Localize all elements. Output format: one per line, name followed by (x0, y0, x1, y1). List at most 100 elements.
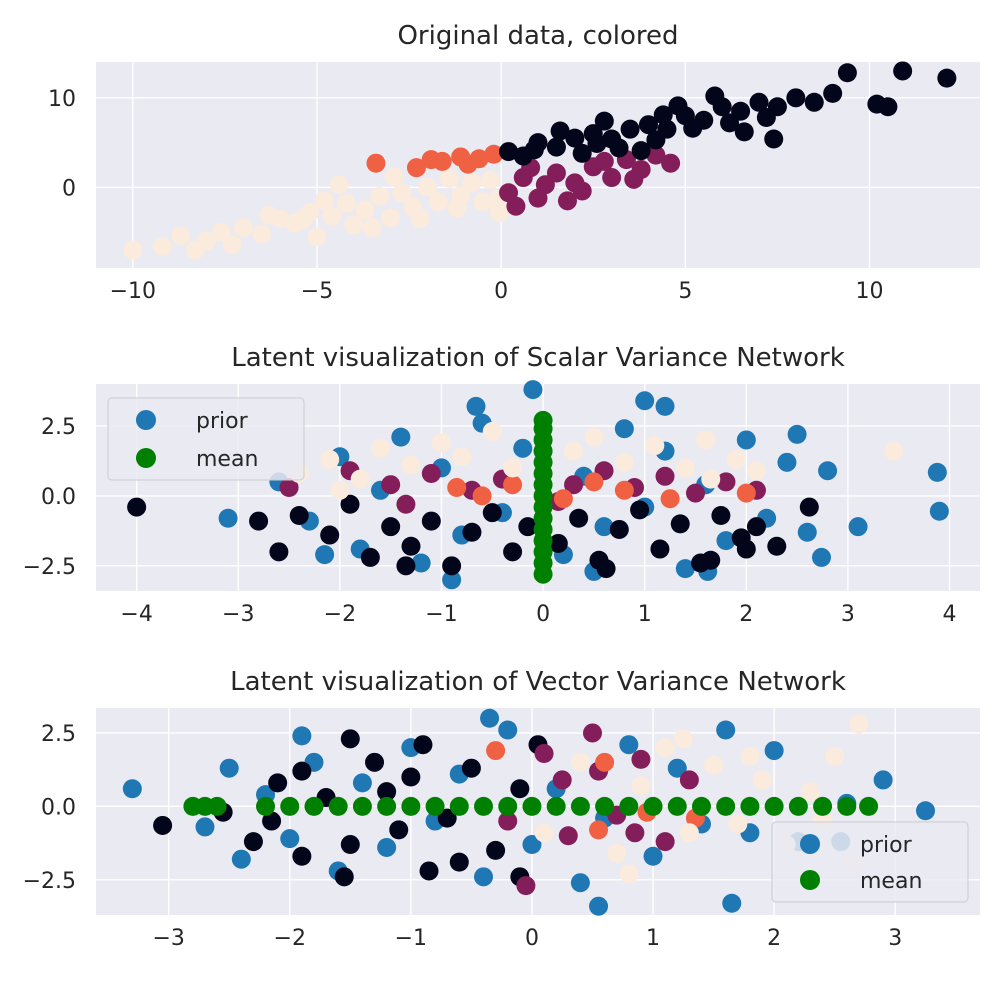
cluster-dark-point (572, 143, 592, 163)
cluster-cream-point (171, 226, 191, 246)
prior-point (589, 896, 609, 916)
cluster-plum-point (534, 744, 554, 764)
x-tick-label: 3 (841, 602, 855, 627)
cluster-dark-point (449, 852, 469, 872)
cluster-cream-point (570, 752, 590, 772)
cluster-coral-point (589, 820, 609, 840)
cluster-plum-point (558, 826, 578, 846)
prior-point (522, 835, 542, 855)
cluster-plum-point (557, 191, 577, 211)
cluster-dark-point (499, 142, 519, 162)
legend-label-mean: mean (860, 869, 922, 894)
legend-label-prior: prior (196, 409, 249, 434)
x-tick-label: −1 (395, 926, 427, 951)
cluster-coral-point (421, 150, 441, 170)
mean-point (328, 796, 348, 816)
x-tick-label: 1 (646, 926, 660, 951)
prior-point (722, 893, 742, 913)
mean-point (837, 796, 857, 816)
cluster-dark-point (764, 129, 784, 149)
cluster-dark-point (289, 505, 309, 525)
cluster-cream-point (429, 192, 449, 212)
cluster-dark-point (127, 497, 147, 517)
cluster-cream-point (482, 422, 502, 442)
data-points (122, 708, 936, 916)
prior-point (927, 462, 947, 482)
panel-vector: Latent visualization of Vector Variance … (23, 667, 980, 951)
cluster-dark-point (510, 779, 530, 799)
cluster-coral-point (736, 483, 756, 503)
cluster-dark-point (401, 767, 421, 787)
cluster-cream-point (473, 192, 493, 212)
cluster-coral-point (366, 153, 386, 173)
x-tick-label: −3 (152, 926, 184, 951)
cluster-dark-point (650, 539, 670, 559)
mean-point (256, 796, 276, 816)
cluster-dark-point (609, 519, 629, 539)
cluster-plum-point (631, 749, 651, 769)
cluster-dark-point (646, 130, 666, 150)
cluster-dark-point (804, 92, 824, 112)
prior-point (873, 770, 893, 790)
cluster-coral-point (458, 154, 478, 174)
cluster-dark-point (837, 63, 857, 83)
x-tick-label: 10 (856, 279, 884, 304)
cluster-coral-point (553, 489, 573, 509)
cluster-plum-point (564, 475, 584, 495)
legend-marker-prior (136, 410, 156, 430)
mean-point (546, 796, 566, 816)
prior-point (811, 547, 831, 567)
cluster-plum-point (396, 494, 416, 514)
cluster-cream-point (655, 738, 675, 758)
x-tick-labels: −3 −2 −1 0 1 2 3 (152, 926, 902, 951)
y-tick-label: 2.5 (41, 415, 76, 440)
y-tick-label: 0.0 (41, 795, 76, 820)
prior-point (480, 708, 500, 728)
x-tick-labels: −10 −5 0 5 10 (110, 279, 884, 304)
x-tick-label: −1 (425, 602, 457, 627)
cluster-cream-point (752, 770, 772, 790)
cluster-dark-point (670, 514, 690, 534)
cluster-dark-point (937, 68, 957, 88)
cluster-cream-point (252, 224, 272, 244)
cluster-dark-point (668, 96, 688, 116)
data-points (123, 61, 957, 260)
cluster-cream-point (440, 168, 460, 188)
cluster-dark-point (893, 61, 913, 81)
x-tick-label: −10 (110, 279, 156, 304)
prior-point (315, 545, 335, 565)
cluster-dark-point (269, 542, 289, 562)
prior-point (442, 570, 462, 590)
cluster-dark-point (340, 835, 360, 855)
cluster-cream-point (314, 191, 334, 211)
y-tick-label: 2.5 (41, 722, 76, 747)
cluster-cream-point (384, 167, 404, 187)
cluster-dark-point (413, 735, 433, 755)
cluster-cream-point (607, 843, 627, 863)
cluster-dark-point (292, 846, 312, 866)
cluster-dark-point (419, 861, 439, 881)
cluster-cream-point (726, 450, 746, 470)
prior-point (594, 517, 614, 537)
cluster-coral-point (584, 472, 604, 492)
cluster-cream-point (849, 714, 869, 734)
x-tick-label: 0 (525, 926, 539, 951)
cluster-plum-point (679, 770, 699, 790)
legend-box (771, 821, 969, 903)
mean-point (207, 796, 227, 816)
cluster-cream-point (696, 430, 716, 450)
cluster-dark-point (711, 505, 731, 525)
mean-point (449, 796, 469, 816)
cluster-cream-point (197, 231, 216, 251)
cluster-cream-point (362, 218, 382, 238)
cluster-dark-point (594, 111, 614, 131)
mean-point (667, 796, 687, 816)
cluster-plum-point (552, 770, 572, 790)
cluster-cream-point (431, 433, 451, 453)
cluster-dark-point (609, 138, 629, 158)
cluster-dark-point (639, 115, 658, 135)
cluster-dark-point (503, 542, 523, 562)
cluster-cream-point (307, 227, 327, 247)
cluster-dark-point (482, 503, 502, 523)
cluster-plum-point (381, 475, 401, 495)
